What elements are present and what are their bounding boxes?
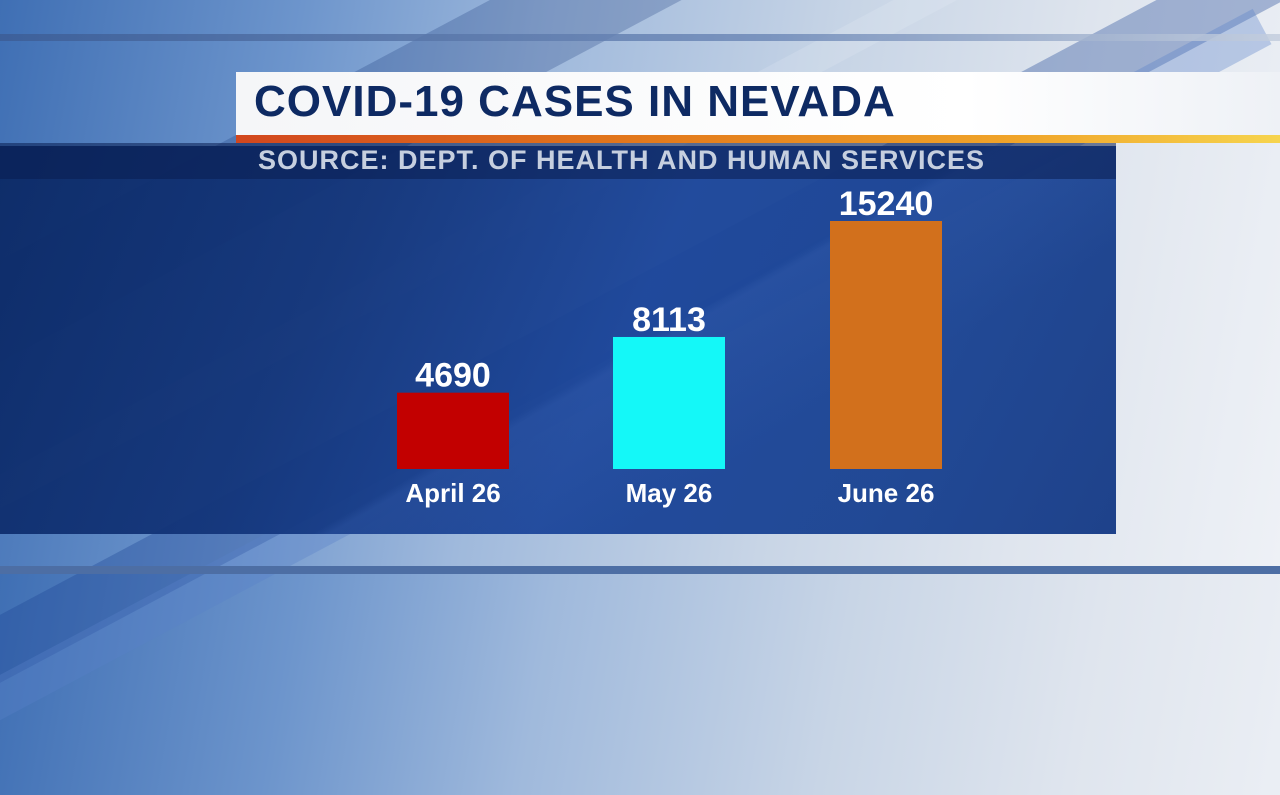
category-label: June 26 (838, 478, 935, 508)
category-label: April 26 (405, 478, 500, 508)
chart-title: COVID-19 CASES IN NEVADA (254, 77, 896, 126)
bar-value-label: 8113 (632, 301, 706, 339)
bar-value-label: 4690 (415, 357, 491, 395)
bar-chart: 4690 April 26 8113 May 26 15240 June 26 (397, 185, 942, 508)
source-label: SOURCE: DEPT. OF HEALTH AND HUMAN SERVIC… (258, 145, 986, 175)
title-accent-bar (236, 135, 1280, 143)
top-accent-line (0, 34, 1280, 41)
source-band (0, 143, 1116, 179)
bar-april-26 (397, 392, 509, 469)
bar-june-26 (830, 221, 942, 469)
title-bar (236, 72, 1280, 135)
category-label: May 26 (626, 478, 713, 508)
bar-value-label: 15240 (839, 185, 934, 223)
bottom-accent-line (0, 566, 1280, 574)
bar-may-26 (613, 336, 725, 469)
